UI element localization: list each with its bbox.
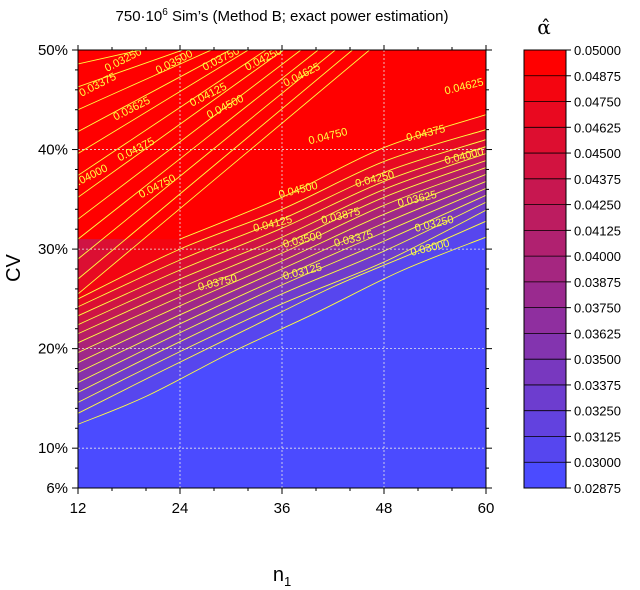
contour-line (78, 50, 267, 176)
legend-tick-label: 0.03875 (574, 275, 621, 290)
legend-tick-label: 0.04625 (574, 120, 621, 135)
legend-tick-label: 0.04125 (574, 223, 621, 238)
contour-line (78, 50, 185, 88)
contour-line (78, 194, 486, 383)
contour-line (78, 167, 486, 344)
legend-title: α̂ (537, 15, 551, 39)
legend-band (524, 204, 566, 231)
y-axis: 6% 10% 20% 30% 40% 50% (38, 42, 492, 497)
legend-tick-label: 0.04375 (574, 172, 621, 187)
contour-line (78, 50, 337, 260)
contour-line (78, 146, 486, 317)
legend-band (524, 230, 566, 257)
legend-tick-label: 0.03750 (574, 301, 621, 316)
x-tick-label: 48 (376, 500, 393, 517)
legend-band (524, 75, 566, 103)
legend-tick-label: 0.04250 (574, 198, 621, 213)
legend-ticks: 0.02875 0.03000 0.03125 0.03250 0.03375 0.035… (524, 43, 621, 496)
contour-lines (78, 50, 486, 425)
legend-tick-label: 0.04000 (574, 249, 621, 264)
legend-band (524, 127, 566, 154)
legend-tick-label: 0.02875 (574, 481, 621, 496)
contour-line (78, 160, 486, 335)
legend-band (524, 256, 566, 283)
legend-band (524, 359, 566, 386)
contour-line (78, 50, 319, 240)
x-tick-label: 12 (70, 500, 87, 517)
x-axis-label: n1 (273, 564, 291, 589)
contour-line (78, 50, 354, 280)
legend-tick-label: 0.03250 (574, 404, 621, 419)
legend-band (524, 178, 566, 206)
grid (78, 50, 486, 488)
contour-line (78, 236, 486, 425)
y-tick-label: 20% (38, 341, 68, 358)
x-tick-label: 24 (172, 500, 189, 517)
contour-line (78, 50, 232, 132)
legend-band (524, 101, 566, 128)
contour-line (78, 50, 302, 220)
legend-tick-label: 0.05000 (574, 43, 621, 58)
x-tick-label: 36 (274, 500, 291, 517)
x-tick-label: 60 (478, 500, 495, 517)
x-axis: 12 24 36 48 60 (70, 45, 495, 517)
legend-band (524, 436, 566, 463)
legend-band (524, 410, 566, 437)
y-tick-label: 50% (38, 42, 68, 59)
contour-line (78, 220, 486, 414)
legend-band (524, 333, 566, 360)
contour-line (78, 180, 486, 364)
y-tick-label: 30% (38, 241, 68, 258)
legend-tick-label: 0.03125 (574, 429, 621, 444)
contour-line (78, 50, 143, 65)
contour-line (78, 50, 250, 154)
y-tick-label: 10% (38, 440, 68, 457)
y-axis-label: CV (3, 253, 25, 281)
legend-tick-label: 0.03625 (574, 326, 621, 341)
contour-line (78, 201, 486, 393)
legend-tick-label: 0.03500 (574, 352, 621, 367)
legend-tick-label: 0.04875 (574, 69, 621, 84)
y-tick-label: 40% (38, 142, 68, 159)
contour-line (78, 187, 486, 373)
legend-band (524, 462, 566, 489)
legend-tick-label: 0.03000 (574, 455, 621, 470)
color-legend: α̂ 0.028750.030000.031250.032500.033750.… (523, 15, 621, 496)
legend-tick-label: 0.03375 (574, 378, 621, 393)
contour-line (78, 50, 285, 198)
contour-line (78, 173, 486, 354)
legend-band (524, 153, 566, 180)
contour-line (78, 50, 371, 295)
legend-band (524, 50, 566, 77)
legend-band (524, 384, 566, 412)
legend-band (524, 307, 566, 334)
contour-line (179, 114, 486, 240)
contour-line (78, 153, 486, 326)
legend-tick-label: 0.04750 (574, 95, 621, 110)
legend-bands (523, 49, 567, 489)
chart-title: 750·106 Sim’s (Method B; exact power est… (116, 7, 449, 25)
legend-tick-label: 0.04500 (574, 146, 621, 161)
y-tick-label: 6% (46, 480, 68, 497)
legend-band (524, 281, 566, 309)
